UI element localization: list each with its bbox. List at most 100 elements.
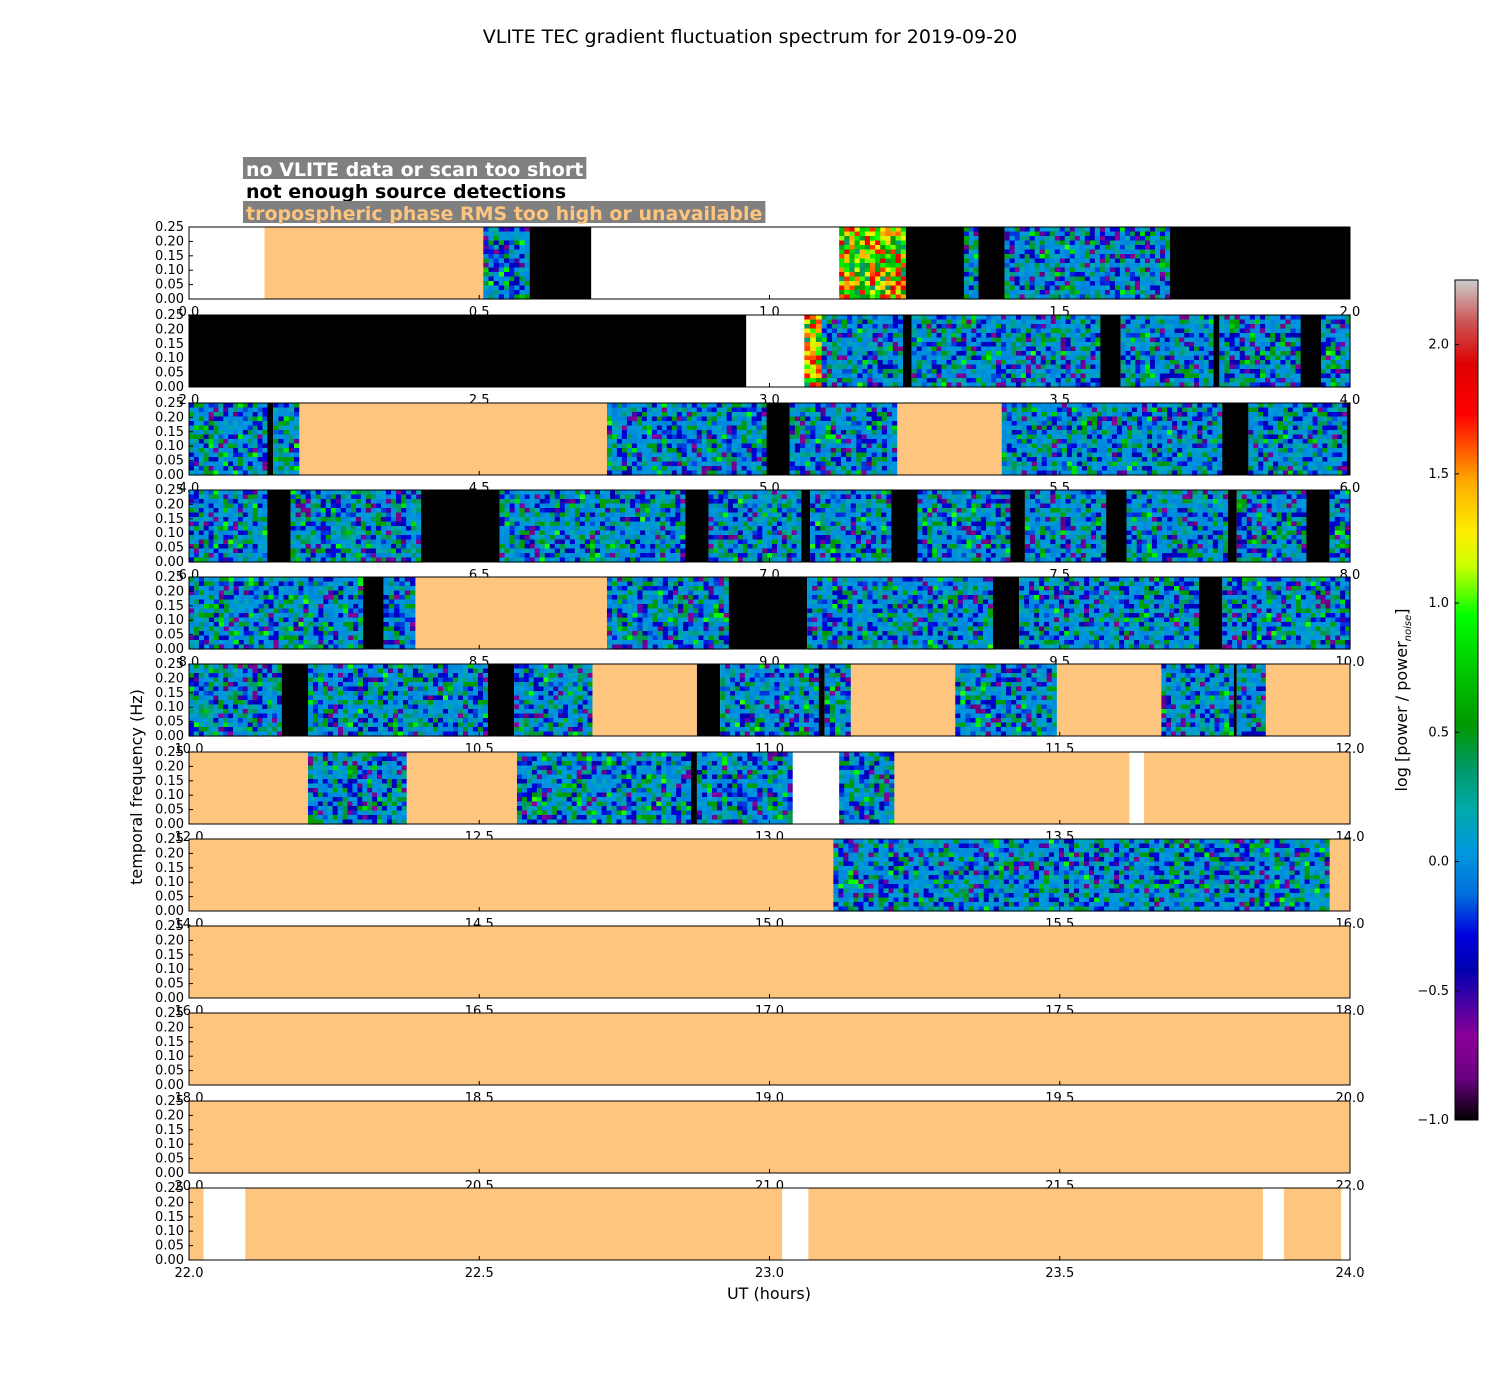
x-tick-label: 24.0	[1336, 1266, 1365, 1281]
panel: 0.250.200.150.100.050.008.0 8.5 9.0 9.5 10.0	[155, 570, 1364, 670]
y-tick-label: 0.25	[155, 832, 184, 847]
y-tick-label: 0.25	[155, 657, 184, 672]
y-tick-label: 0.05	[155, 541, 184, 556]
status-segment-nodetect	[267, 490, 291, 562]
y-tick-label: 0.20	[155, 497, 184, 512]
legend-box	[243, 179, 570, 201]
status-segment-nodetect	[1306, 490, 1330, 562]
spectrum-segment	[383, 577, 416, 650]
y-tick-label: 0.05	[155, 977, 184, 992]
colorbar-gradient	[1454, 279, 1479, 1121]
status-segment-nodetect	[1199, 577, 1223, 649]
y-tick-label: 0.10	[155, 700, 184, 715]
x-tick-label: 22.0	[175, 1266, 204, 1281]
y-tick-label: 0.10	[155, 526, 184, 541]
status-segment-nodetect	[1233, 664, 1237, 736]
status-segment-rms	[189, 1013, 1350, 1085]
spectrum-segment	[955, 664, 1058, 737]
y-tick-label: 0.25	[155, 220, 184, 235]
status-segment-nodetect	[891, 490, 918, 562]
status-segment-nodetect	[978, 227, 1005, 299]
colorbar-tick-label: −1.0	[1417, 1113, 1449, 1128]
legend-entry: tropospheric phase RMS too high or unava…	[243, 201, 766, 225]
legend-label: no VLITE data or scan too short	[246, 159, 583, 181]
status-segment-nodetect	[1170, 227, 1350, 299]
spectrum-segment	[290, 490, 422, 563]
y-tick-label: 0.20	[155, 759, 184, 774]
y-tick-label: 0.05	[155, 454, 184, 469]
y-tick-label: 0.15	[155, 512, 184, 527]
spectrum-segment	[308, 752, 408, 825]
spectrum-segment	[804, 315, 823, 388]
panel: 0.250.200.150.100.050.006.0 6.5 7.0 7.5 8.0	[155, 483, 1360, 583]
status-segment-nodata	[1129, 752, 1144, 824]
status-segment-nodata	[746, 315, 805, 387]
colorbar-label: log [power / powernoise]	[1392, 608, 1414, 791]
y-tick-label: 0.00	[155, 555, 184, 570]
colorbar-tick-label: 1.5	[1428, 467, 1449, 482]
spectrum-segment	[189, 403, 268, 476]
spectrum-segment	[1219, 315, 1302, 388]
y-tick-label: 0.25	[155, 1094, 184, 1109]
status-segment-rms	[1143, 752, 1350, 824]
spectrum-segment	[1320, 315, 1351, 388]
x-axis-label: UT (hours)	[727, 1284, 811, 1303]
y-tick-label: 0.10	[155, 351, 184, 366]
status-segment-rms	[245, 1188, 783, 1260]
status-segment-nodetect	[992, 577, 1020, 649]
x-tick-label: 22.5	[465, 1266, 494, 1281]
y-tick-label: 0.15	[155, 1035, 184, 1050]
spectrum-segment	[1248, 403, 1348, 476]
spectrum-segment	[1222, 577, 1351, 650]
spectrum-segment	[1329, 490, 1351, 563]
status-segment-rms	[299, 403, 607, 475]
spectrum-segment	[1019, 577, 1200, 650]
y-tick-label: 0.25	[155, 483, 184, 498]
y-tick-label: 0.10	[155, 1224, 184, 1239]
spectrum-segment	[696, 752, 794, 825]
spectrum-segment	[833, 839, 1331, 912]
legend-entry: not enough source detections	[243, 179, 570, 203]
y-tick-label: 0.20	[155, 1020, 184, 1035]
status-segment-rms	[415, 577, 607, 649]
spectrum-segment	[1024, 490, 1107, 563]
y-tick-label: 0.15	[155, 1210, 184, 1225]
spectrum-segment	[824, 664, 852, 737]
y-tick-label: 0.10	[155, 875, 184, 890]
status-segment-rms	[189, 1101, 1350, 1173]
status-segment-rms	[189, 839, 834, 911]
status-segment-rms	[189, 926, 1350, 998]
status-segment-rms	[808, 1188, 1263, 1260]
legend-entry: no VLITE data or scan too short	[243, 157, 587, 181]
panels: 0.250.200.150.100.050.000.0 0.5 1.0 1.5 2.00…	[155, 220, 1364, 1281]
legend-label: not enough source detections	[246, 181, 566, 203]
status-segment-rms	[189, 1188, 204, 1260]
y-tick-label: 0.10	[155, 263, 184, 278]
panel: 0.250.200.150.100.050.002.0 2.5 3.0 3.5 4.0	[155, 308, 1360, 408]
spectrum-segment	[963, 227, 980, 300]
panel: 0.250.200.150.100.050.004.0 4.5 5.0 5.5 6.0	[155, 396, 1360, 496]
spectrum-segment	[1004, 227, 1171, 300]
y-tick-label: 0.15	[155, 948, 184, 963]
spectrum-segment	[189, 577, 364, 650]
status-segment-rms	[897, 403, 1002, 475]
y-tick-label: 0.05	[155, 1064, 184, 1079]
status-segment-nodata	[203, 1188, 246, 1260]
status-segment-nodetect	[281, 664, 308, 736]
spectrum-segment	[839, 752, 895, 825]
status-segment-rms	[1283, 1188, 1342, 1260]
y-tick-label: 0.20	[155, 1195, 184, 1210]
y-tick-label: 0.00	[155, 292, 184, 307]
y-tick-label: 0.20	[155, 410, 184, 425]
y-tick-label: 0.25	[155, 308, 184, 323]
status-segment-rms	[406, 752, 517, 824]
status-segment-nodata	[591, 227, 840, 299]
spectrum-segment	[189, 664, 283, 737]
y-tick-label: 0.05	[155, 1239, 184, 1254]
spectrum-segment	[308, 664, 489, 737]
status-segment-rms	[1329, 839, 1350, 911]
